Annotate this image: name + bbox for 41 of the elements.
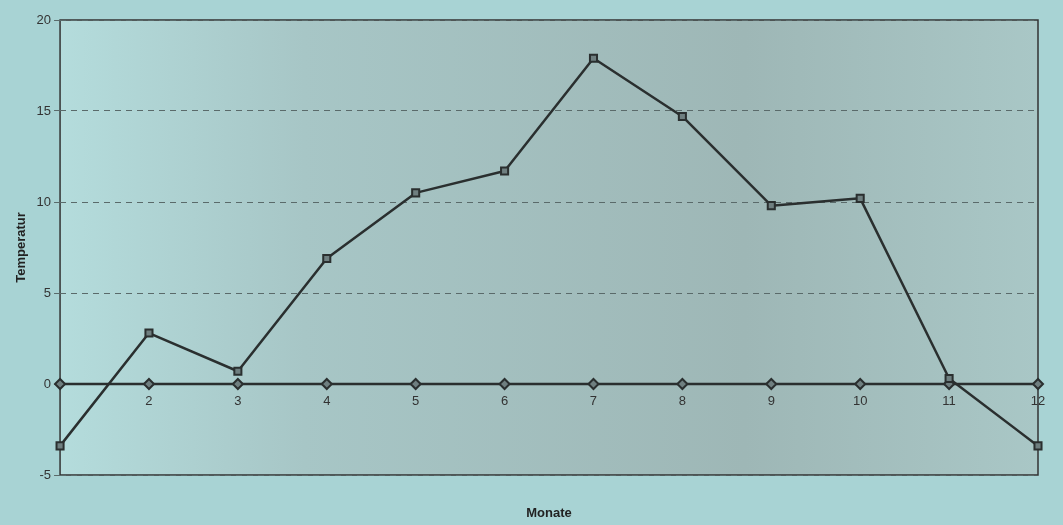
point (142, 378, 155, 390)
point (411, 188, 421, 198)
point (322, 253, 332, 263)
x-tick-label: 4 (323, 393, 331, 409)
y-tick-label: 5 (43, 284, 52, 300)
point (766, 201, 776, 211)
point (854, 378, 867, 390)
y-tick-label: 20 (36, 11, 52, 27)
x-tick-label: 2 (145, 393, 153, 409)
x-tick-label: 8 (678, 393, 686, 409)
y-tick-label: 0 (43, 375, 52, 391)
y-tick-label: 15 (36, 102, 52, 118)
x-tick-label: 9 (767, 393, 775, 409)
point (498, 378, 511, 390)
point (855, 193, 865, 203)
point (1033, 441, 1043, 451)
point (233, 366, 243, 376)
point (676, 378, 689, 390)
point (765, 378, 778, 390)
x-tick-label: 5 (412, 393, 420, 409)
point (500, 166, 510, 176)
point (409, 378, 422, 390)
x-axis-title: Monate (526, 505, 572, 520)
point (588, 53, 599, 63)
y-axis-title: Temperatur (13, 212, 29, 283)
point (1032, 378, 1044, 390)
point (944, 374, 954, 384)
x-tick-label: 11 (942, 393, 956, 409)
x-tick-label: 6 (500, 393, 509, 409)
point (320, 378, 333, 390)
x-tick-label: 7 (589, 393, 598, 409)
y-tick-label: -5 (39, 466, 52, 482)
x-tick-label: 10 (852, 393, 868, 409)
point (231, 378, 244, 390)
point (677, 111, 687, 121)
point (144, 328, 154, 338)
point (55, 441, 65, 451)
point (54, 378, 67, 390)
x-tick-label: 3 (234, 393, 242, 409)
point (587, 378, 600, 390)
y-tick-label: 10 (36, 193, 52, 209)
